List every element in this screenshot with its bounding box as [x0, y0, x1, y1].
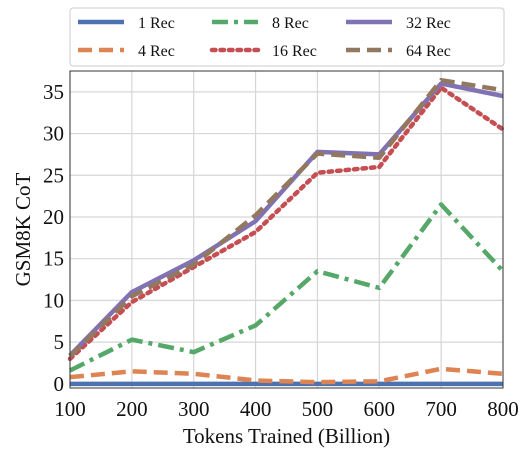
series-line-64-rec — [68, 77, 504, 358]
legend: 1 Rec 4 Rec 8 Rec 16 Rec 32 Rec 64 Rec — [69, 7, 505, 67]
legend-label: 32 Rec — [406, 15, 451, 32]
x-axis-label: Tokens Trained (Billion) — [183, 424, 390, 448]
y-tick-label: 10 — [43, 288, 64, 312]
x-tick-label: 400 — [240, 397, 272, 421]
legend-label: 1 Rec — [138, 15, 175, 32]
series-line-8-rec — [68, 202, 505, 373]
legend-item: 16 Rec — [209, 43, 317, 60]
legend-label: 16 Rec — [272, 43, 317, 60]
legend-item: 4 Rec — [78, 43, 175, 60]
x-tick-label: 200 — [116, 397, 148, 421]
legend-item: 64 Rec — [346, 43, 451, 60]
y-tick-label: 0 — [54, 372, 65, 396]
legend-label: 4 Rec — [138, 43, 175, 60]
y-tick-label: 15 — [43, 247, 64, 271]
x-tick-label: 700 — [425, 397, 457, 421]
legend-item: 1 Rec — [78, 15, 175, 32]
series-line-16-rec — [67, 85, 506, 362]
legend-item: 8 Rec — [212, 15, 309, 32]
series-line-4-rec — [69, 366, 504, 385]
x-tick-label: 500 — [302, 397, 334, 421]
y-tick-label: 25 — [43, 163, 64, 187]
plot-area-frame — [69, 70, 504, 389]
series-lines — [67, 77, 506, 387]
grid-layer — [69, 71, 504, 388]
y-tick-label: 35 — [43, 80, 64, 104]
legend-frame — [69, 7, 505, 67]
legend-item: 32 Rec — [346, 15, 451, 32]
x-tick-label: 300 — [178, 397, 210, 421]
y-axis-label: GSM8K CoT — [11, 172, 35, 286]
y-tick-label: 5 — [54, 330, 65, 354]
x-tick-label: 100 — [54, 397, 86, 421]
y-tick-labels: 0 5 10 15 20 25 30 35 — [43, 80, 64, 396]
x-tick-label: 600 — [364, 397, 396, 421]
y-tick-label: 30 — [43, 122, 64, 146]
y-tick-label: 20 — [43, 205, 64, 229]
x-tick-label: 800 — [487, 397, 519, 421]
series-line-32-rec — [68, 81, 504, 358]
x-tick-labels: 100 200 300 400 500 600 700 800 — [54, 397, 519, 421]
legend-label: 8 Rec — [272, 15, 309, 32]
legend-label: 64 Rec — [406, 43, 451, 60]
legend-items: 1 Rec 4 Rec 8 Rec 16 Rec 32 Rec 64 Rec — [78, 15, 451, 60]
